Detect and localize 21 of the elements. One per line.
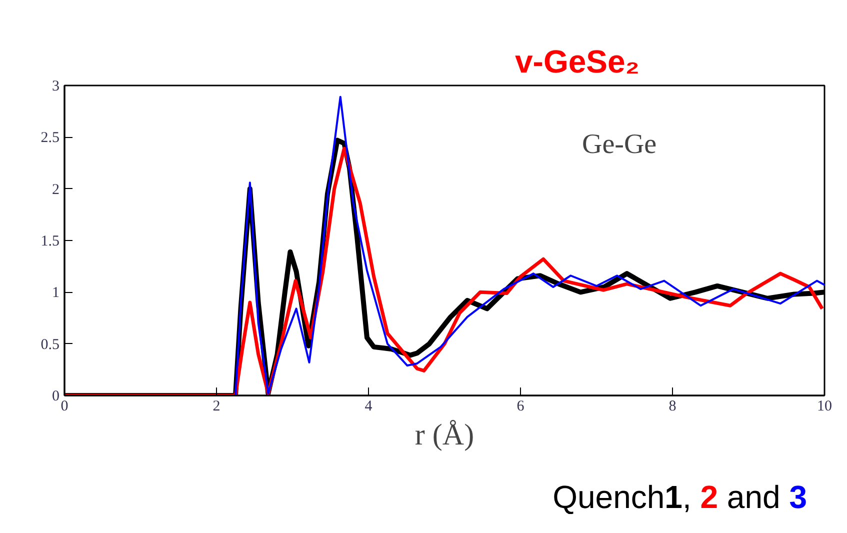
x-tick-label: 6 (516, 398, 525, 414)
text: 3 (789, 479, 807, 515)
annotation: Ge-Ge (582, 128, 657, 160)
x-tick-label: 10 (817, 398, 832, 414)
chart-title: v-GeSe₂ (515, 44, 640, 80)
legend-title: Quench (552, 479, 665, 515)
y-tick-label: 0 (52, 388, 60, 404)
x-axis-title: r (Å) (414, 418, 474, 452)
y-tick-label: 0.5 (40, 336, 60, 353)
text: 1 (664, 479, 682, 515)
y-tick-label: 1.5 (40, 234, 60, 250)
y-tick-label: 1 (52, 285, 60, 302)
y-tick-label: 2 (52, 182, 60, 198)
y-tick-label: 2.5 (40, 130, 60, 146)
text: and (726, 479, 780, 515)
x-tick-label: 8 (668, 398, 676, 414)
x-tick-label: 4 (364, 398, 373, 414)
text: , (682, 479, 692, 515)
y-tick-label: 3 (52, 78, 60, 94)
x-tick-label: 2 (212, 398, 220, 414)
text: 2 (700, 479, 718, 515)
